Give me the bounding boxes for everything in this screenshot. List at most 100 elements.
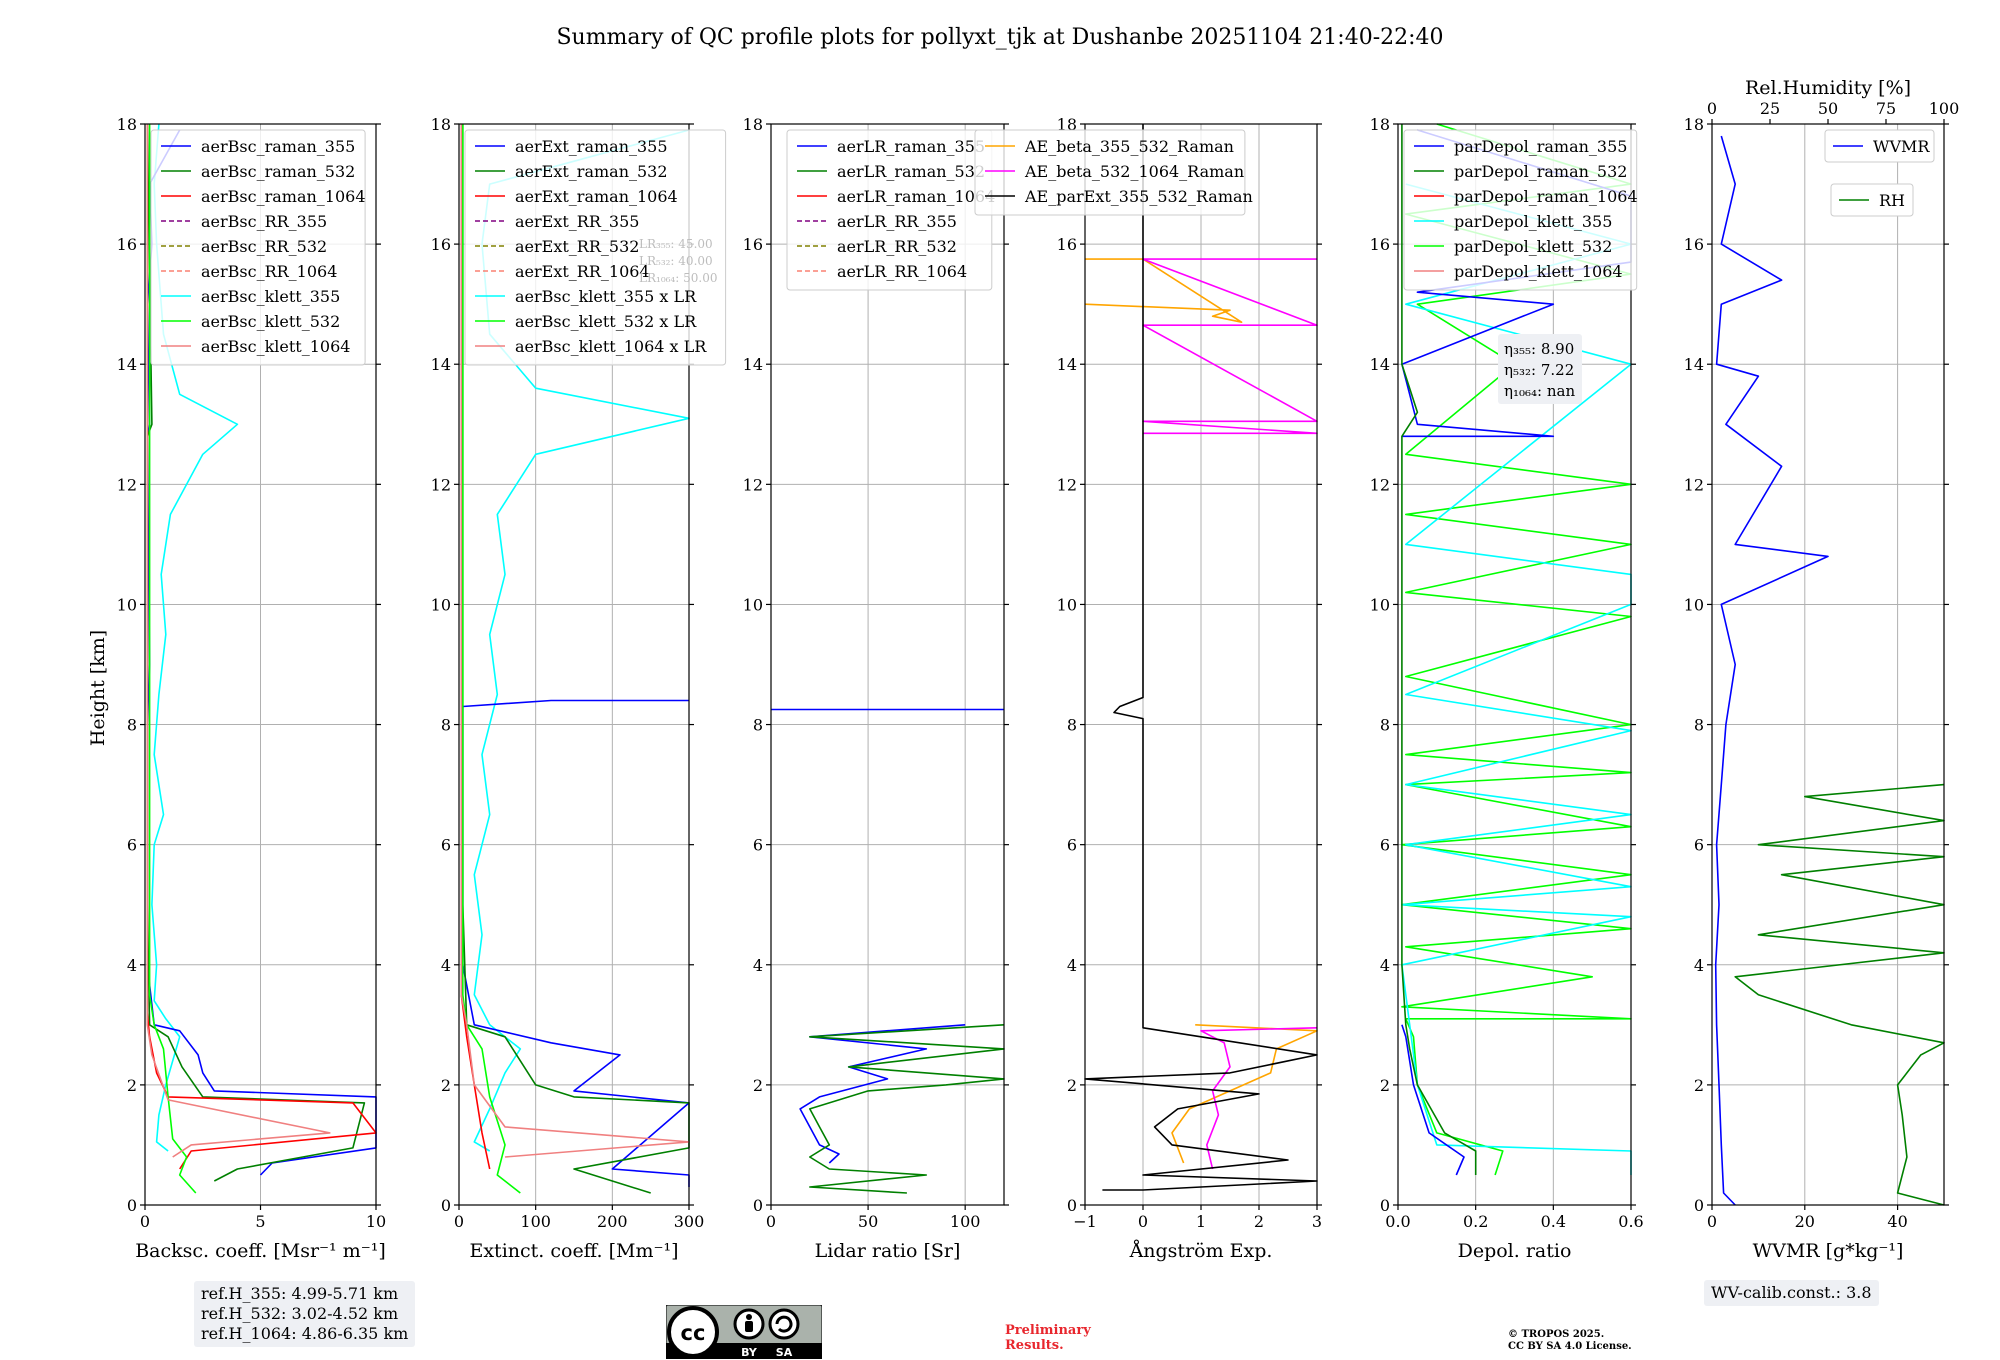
- series-aerBsc_klett_1064: [146, 124, 331, 1158]
- legend-label: aerBsc_klett_1064 x LR: [515, 337, 707, 356]
- y-tick-label: 8: [441, 716, 451, 735]
- x-tick-label: −1: [1073, 1212, 1097, 1231]
- series-aerBsc_klett_532 x LR: [461, 124, 521, 1194]
- figure-title: Summary of QC profile plots for pollyxt_…: [556, 25, 1443, 50]
- legend-label: WVMR: [1873, 137, 1930, 156]
- series-AE_beta_532_1064_Raman: [1200, 1027, 1318, 1170]
- legend-label: aerLR_raman_1064: [837, 187, 995, 206]
- series-aerBsc_klett_355: [151, 123, 239, 1152]
- y-tick-label: 12: [1684, 475, 1704, 494]
- legend-label: aerBsc_klett_1064: [201, 337, 350, 356]
- y-tick-label: 10: [117, 595, 137, 614]
- series-parDepol_raman_532: [1401, 124, 1477, 1175]
- legend-label: aerExt_raman_1064: [515, 187, 678, 206]
- preliminary-line-2: Results.: [1005, 1338, 1064, 1353]
- series-parDepol_raman_355: [1401, 1024, 1465, 1176]
- legend-label: parDepol_klett_355: [1454, 212, 1612, 231]
- legend-label: aerLR_raman_532: [837, 162, 985, 181]
- y-tick-label: 4: [1380, 956, 1390, 975]
- cc-license-badge: cc BY SA: [666, 1305, 822, 1359]
- y-tick-label: 12: [1057, 475, 1077, 494]
- x2-tick-label: 50: [1818, 99, 1838, 118]
- cc-icon: [667, 1306, 719, 1358]
- legend-label: aerBsc_klett_532 x LR: [515, 312, 697, 331]
- x-tick-label: 5: [255, 1212, 265, 1231]
- series-WVMR: [1714, 135, 1829, 1206]
- y-tick-label: 0: [127, 1196, 137, 1215]
- x2-tick-label: 25: [1760, 99, 1780, 118]
- series-AE_beta_355_532_Raman: [1171, 1024, 1318, 1164]
- y-tick-label: 14: [1057, 355, 1077, 374]
- legend-label: aerLR_RR_532: [837, 237, 957, 256]
- legend-label: aerBsc_raman_532: [201, 162, 355, 181]
- sa-label: SA: [776, 1346, 793, 1359]
- reference-height-box: ref.H_355: 4.99-5.71 km ref.H_532: 3.02-…: [194, 1281, 416, 1347]
- x-axis-label: Backsc. coeff. [Msr⁻¹ m⁻¹]: [135, 1240, 386, 1262]
- y-tick-label: 14: [1684, 355, 1704, 374]
- y-tick-label: 14: [117, 355, 137, 374]
- y-tick-label: 18: [431, 115, 451, 134]
- y-tick-label: 14: [431, 355, 451, 374]
- x-tick-label: 200: [597, 1212, 628, 1231]
- y-tick-label: 8: [1067, 716, 1077, 735]
- axes-frame: [458, 123, 690, 1206]
- x-tick-label: 0: [454, 1212, 464, 1231]
- y-tick-label: 18: [1684, 115, 1704, 134]
- y-tick-label: 6: [127, 836, 137, 855]
- y-tick-label: 6: [753, 836, 763, 855]
- x-tick-label: 0: [1707, 1212, 1717, 1231]
- y-tick-label: 18: [117, 115, 137, 134]
- eta-annotation: η₅₃₂: 7.22: [1504, 361, 1574, 379]
- legend-label: aerLR_raman_355: [837, 137, 985, 156]
- x-tick-label: 0.4: [1541, 1212, 1566, 1231]
- x-tick-label: 1: [1196, 1212, 1206, 1231]
- axes-frame: [1397, 123, 1632, 1206]
- legend-box: [1824, 129, 1935, 163]
- y-tick-label: 2: [441, 1076, 451, 1095]
- x-tick-label: 0.2: [1463, 1212, 1488, 1231]
- x2-tick-label: 100: [1929, 99, 1960, 118]
- legend-label: aerExt_RR_1064: [515, 262, 650, 281]
- x-tick-label: 100: [950, 1212, 981, 1231]
- ref-height-355: ref.H_355: 4.99-5.71 km: [201, 1284, 399, 1303]
- legend-label: aerBsc_klett_355 x LR: [515, 287, 697, 306]
- copyright-line-2: CC BY SA 4.0 License.: [1508, 1341, 1632, 1352]
- y-tick-label: 8: [753, 716, 763, 735]
- y-tick-label: 4: [1067, 956, 1077, 975]
- legend-label: aerExt_RR_355: [515, 212, 639, 231]
- eta-box: [1498, 334, 1582, 404]
- legend-label: aerLR_RR_1064: [837, 262, 967, 281]
- y-tick-label: 10: [1057, 595, 1077, 614]
- x-tick-label: 0.0: [1385, 1212, 1410, 1231]
- y-tick-label: 4: [127, 956, 137, 975]
- copyright-note: © TROPOS 2025. CC BY SA 4.0 License.: [1508, 1329, 1632, 1353]
- x-tick-label: 20: [1795, 1212, 1815, 1231]
- legend-label: parDepol_raman_355: [1454, 137, 1627, 156]
- y-tick-label: 2: [753, 1076, 763, 1095]
- y-tick-label: 12: [431, 475, 451, 494]
- x-tick-label: 50: [858, 1212, 878, 1231]
- y-tick-label: 8: [1694, 716, 1704, 735]
- x2-tick-label: 75: [1876, 99, 1896, 118]
- share-alike-icon: [768, 1308, 800, 1340]
- legend-label: AE_parExt_355_532_Raman: [1024, 187, 1253, 206]
- series-parDepol_klett_355: [1401, 183, 1632, 1175]
- preliminary-results-note: Preliminary Results.: [1005, 1323, 1091, 1353]
- axes-frame: [1711, 123, 1945, 1206]
- y-tick-label: 6: [441, 836, 451, 855]
- by-label: BY: [741, 1346, 758, 1359]
- y-tick-label: 6: [1380, 836, 1390, 855]
- x-tick-label: 0: [766, 1212, 776, 1231]
- x-tick-label: 300: [674, 1212, 705, 1231]
- y-tick-label: 4: [1694, 956, 1704, 975]
- y-tick-label: 10: [743, 595, 763, 614]
- legend-label: aerBsc_klett_532: [201, 312, 340, 331]
- x-tick-label: 10: [366, 1212, 386, 1231]
- y-tick-label: 14: [743, 355, 763, 374]
- x-tick-label: 0: [140, 1212, 150, 1231]
- x-axis-label: Depol. ratio: [1458, 1240, 1572, 1262]
- x-axis-label: WVMR [g*kg⁻¹]: [1753, 1240, 1904, 1262]
- y-tick-label: 8: [1380, 716, 1390, 735]
- legend-box: [150, 129, 366, 366]
- y-axis-label: Height [km]: [87, 630, 109, 746]
